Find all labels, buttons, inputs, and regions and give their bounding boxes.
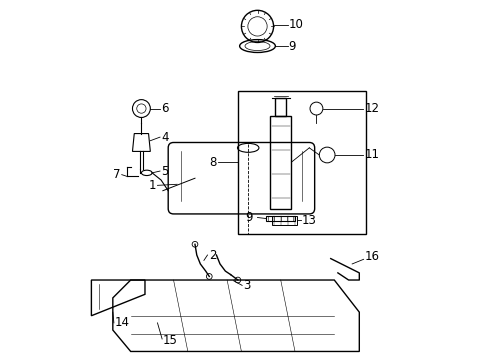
Text: 9: 9: [245, 211, 252, 224]
Text: 3: 3: [243, 279, 250, 292]
Text: 2: 2: [209, 248, 217, 261]
Text: 11: 11: [365, 148, 380, 162]
Text: 16: 16: [365, 250, 380, 263]
Text: 6: 6: [161, 102, 169, 115]
Text: 13: 13: [302, 214, 317, 227]
Text: 1: 1: [148, 179, 156, 192]
Text: 15: 15: [163, 334, 178, 347]
Text: 9: 9: [289, 40, 296, 53]
Text: 8: 8: [209, 156, 217, 168]
Text: 7: 7: [113, 168, 121, 181]
Text: 5: 5: [161, 165, 169, 177]
Text: 4: 4: [161, 131, 169, 144]
Text: 12: 12: [365, 102, 380, 115]
Text: 14: 14: [115, 316, 130, 329]
Text: 10: 10: [289, 18, 303, 31]
